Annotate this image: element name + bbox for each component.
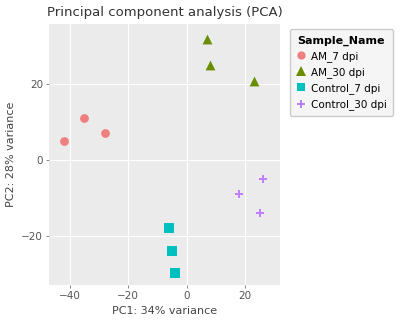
Legend: AM_7 dpi, AM_30 dpi, Control_7 dpi, Control_30 dpi: AM_7 dpi, AM_30 dpi, Control_7 dpi, Cont… (290, 29, 393, 116)
Point (236, 191, 242, 196)
Title: Principal component analysis (PCA): Principal component analysis (PCA) (47, 5, 282, 19)
Point (102, 131, 108, 136)
Point (81, 116, 88, 121)
X-axis label: PC1: 34% variance: PC1: 34% variance (112, 307, 217, 317)
Point (259, 176, 266, 181)
Point (250, 78, 257, 83)
Point (169, 248, 175, 253)
Point (256, 210, 263, 215)
Point (61, 138, 67, 144)
Point (207, 63, 213, 68)
Point (204, 36, 210, 42)
Y-axis label: PC2: 28% variance: PC2: 28% variance (6, 101, 16, 207)
Point (166, 225, 172, 231)
Point (172, 271, 178, 276)
